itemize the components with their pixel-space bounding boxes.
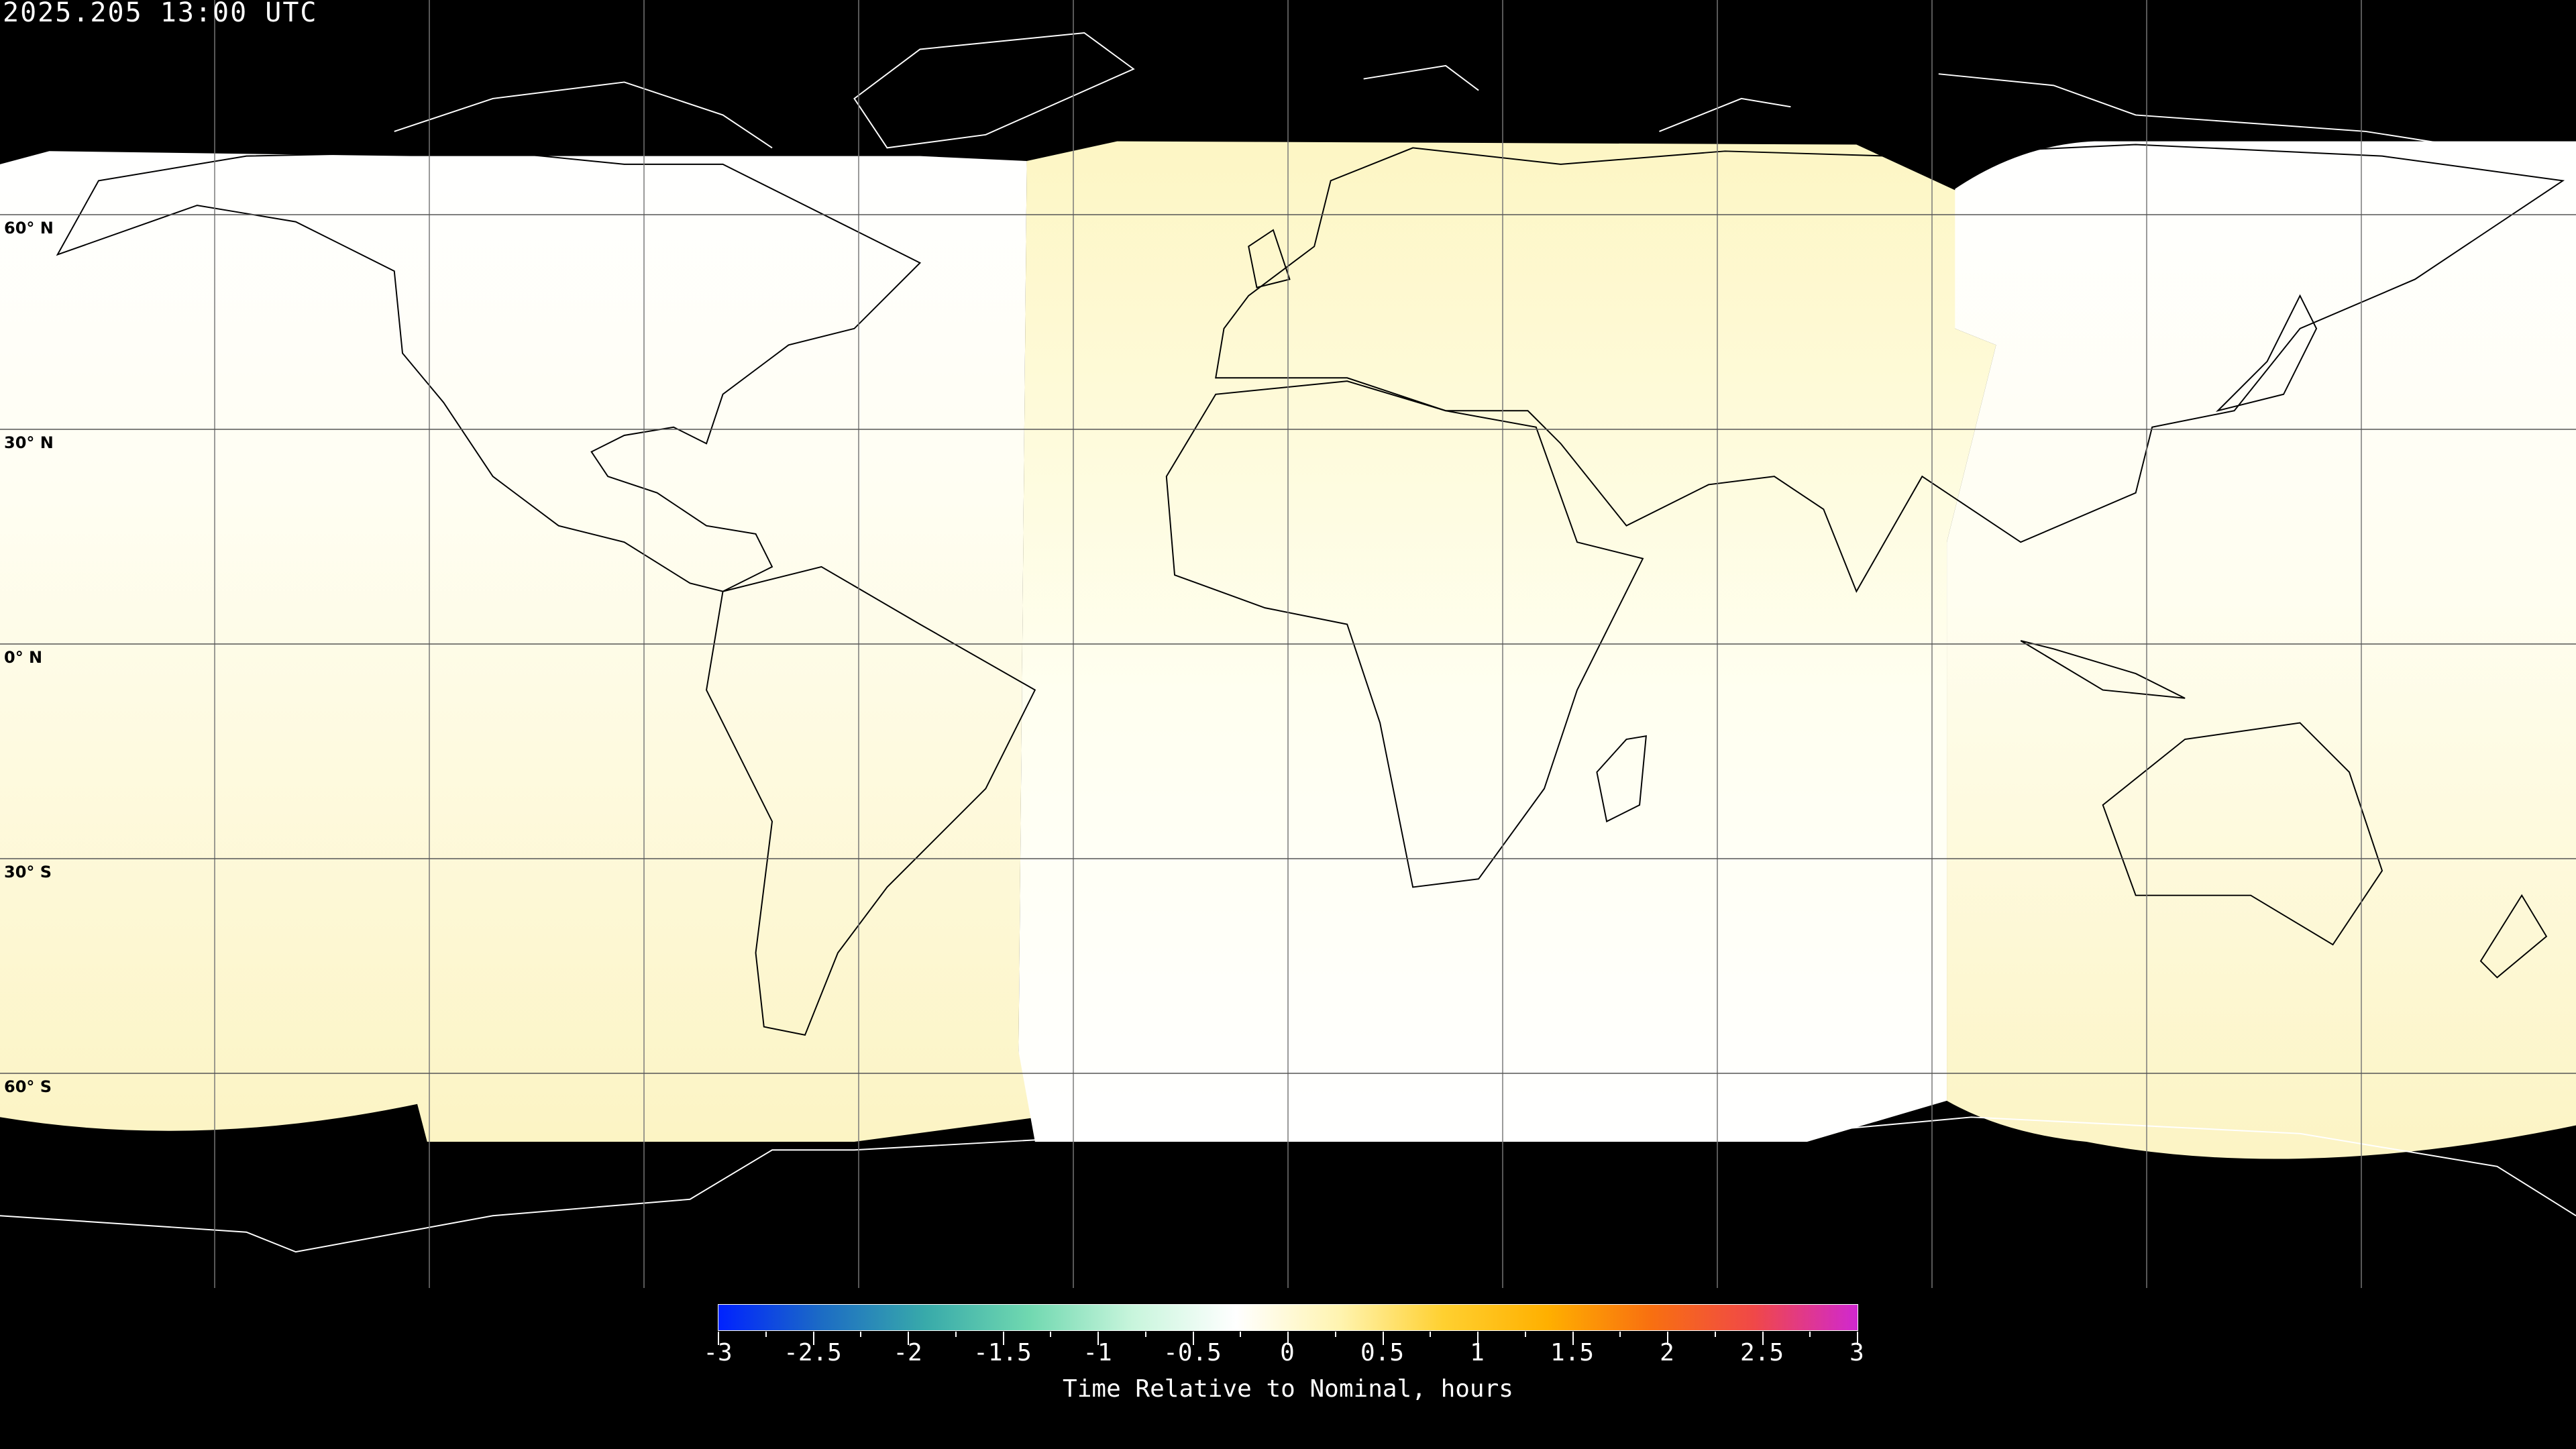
colorbar-tick xyxy=(1287,1332,1289,1345)
colorbar-tick xyxy=(908,1332,909,1345)
latitude-label: 30° S xyxy=(4,863,52,881)
coastlines-polar xyxy=(0,32,2576,1253)
colorbar-tick-label: 2.5 xyxy=(1739,1339,1784,1366)
colorbar-tick xyxy=(1619,1332,1621,1337)
colorbar-tick xyxy=(1097,1332,1099,1345)
colorbar-tick xyxy=(1382,1332,1384,1345)
latitude-label: 60° N xyxy=(4,219,54,237)
coastline-japan xyxy=(2215,294,2318,413)
coastline-madagascar xyxy=(1596,735,1647,822)
colorbar-tick xyxy=(1762,1332,1764,1345)
colorbar-tick xyxy=(765,1332,767,1337)
colorbar-tick xyxy=(1430,1332,1432,1337)
colorbar-tick xyxy=(812,1332,814,1345)
coastline-eurasia xyxy=(1215,144,2565,593)
coverage-region-west xyxy=(0,151,1038,1142)
colorbar-tick xyxy=(718,1332,719,1345)
coastline-north-america xyxy=(56,150,922,592)
colorbar-tick xyxy=(1050,1332,1052,1337)
colorbar-tick-label: -2.5 xyxy=(784,1339,842,1366)
colorbar-tick xyxy=(1240,1332,1242,1337)
coverage-region-central xyxy=(1018,141,1996,1142)
coastline-uk xyxy=(1248,229,1291,288)
colorbar-tick xyxy=(1334,1332,1336,1337)
colorbar-tick-label: -0.5 xyxy=(1163,1339,1222,1366)
coastline-new-zealand xyxy=(2479,894,2548,979)
colorbar-tick-label: 1 xyxy=(1470,1339,1485,1366)
colorbar-tick xyxy=(1857,1332,1858,1345)
colorbar-tick-label: -1.5 xyxy=(973,1339,1032,1366)
latitude-label: 60° S xyxy=(4,1077,52,1096)
colorbar-tick xyxy=(1809,1332,1811,1337)
colorbar-tick xyxy=(1002,1332,1004,1345)
colorbar-label: Time Relative to Nominal, hours xyxy=(1063,1375,1513,1403)
timestamp-title: 2025.205 13:00 UTC xyxy=(3,0,318,28)
colorbar-tick-label: 3 xyxy=(1849,1339,1864,1366)
colorbar-tick xyxy=(1192,1332,1194,1345)
latitude-label: 30° N xyxy=(4,433,54,452)
colorbar-tick-label: 1.5 xyxy=(1550,1339,1595,1366)
coverage-region-east xyxy=(1947,141,2576,1159)
colorbar-tick xyxy=(860,1332,862,1337)
colorbar-tick xyxy=(1667,1332,1668,1345)
colorbar-tick-label: -3 xyxy=(703,1339,733,1366)
colorbar-tick-label: 0 xyxy=(1280,1339,1295,1366)
coastlines xyxy=(56,144,2565,1036)
colorbar xyxy=(718,1304,1858,1331)
latitude-label: 0° N xyxy=(4,648,43,667)
colorbar-tick xyxy=(1144,1332,1146,1337)
colorbar-tick-label: -1 xyxy=(1083,1339,1112,1366)
coastline-africa xyxy=(1165,380,1644,888)
coastline-antarctica xyxy=(0,1116,2576,1253)
colorbar-tick xyxy=(1714,1332,1716,1337)
world-map xyxy=(0,0,2576,1288)
coastline-south-america xyxy=(706,566,1036,1036)
coastline-australia xyxy=(2102,722,2383,946)
colorbar-tick xyxy=(1524,1332,1526,1337)
coastline-indonesia xyxy=(2020,640,2186,699)
colorbar-tick-label: -2 xyxy=(893,1339,922,1366)
graticule xyxy=(0,0,2576,1288)
coastline-greenland xyxy=(853,32,1135,149)
colorbar-tick-label: 2 xyxy=(1660,1339,1674,1366)
colorbar-tick-label: 0.5 xyxy=(1360,1339,1405,1366)
coastline-arctic-islands xyxy=(394,64,2576,165)
colorbar-tick xyxy=(1477,1332,1479,1345)
colorbar-tick xyxy=(1572,1332,1574,1345)
colorbar-tick xyxy=(955,1332,957,1337)
